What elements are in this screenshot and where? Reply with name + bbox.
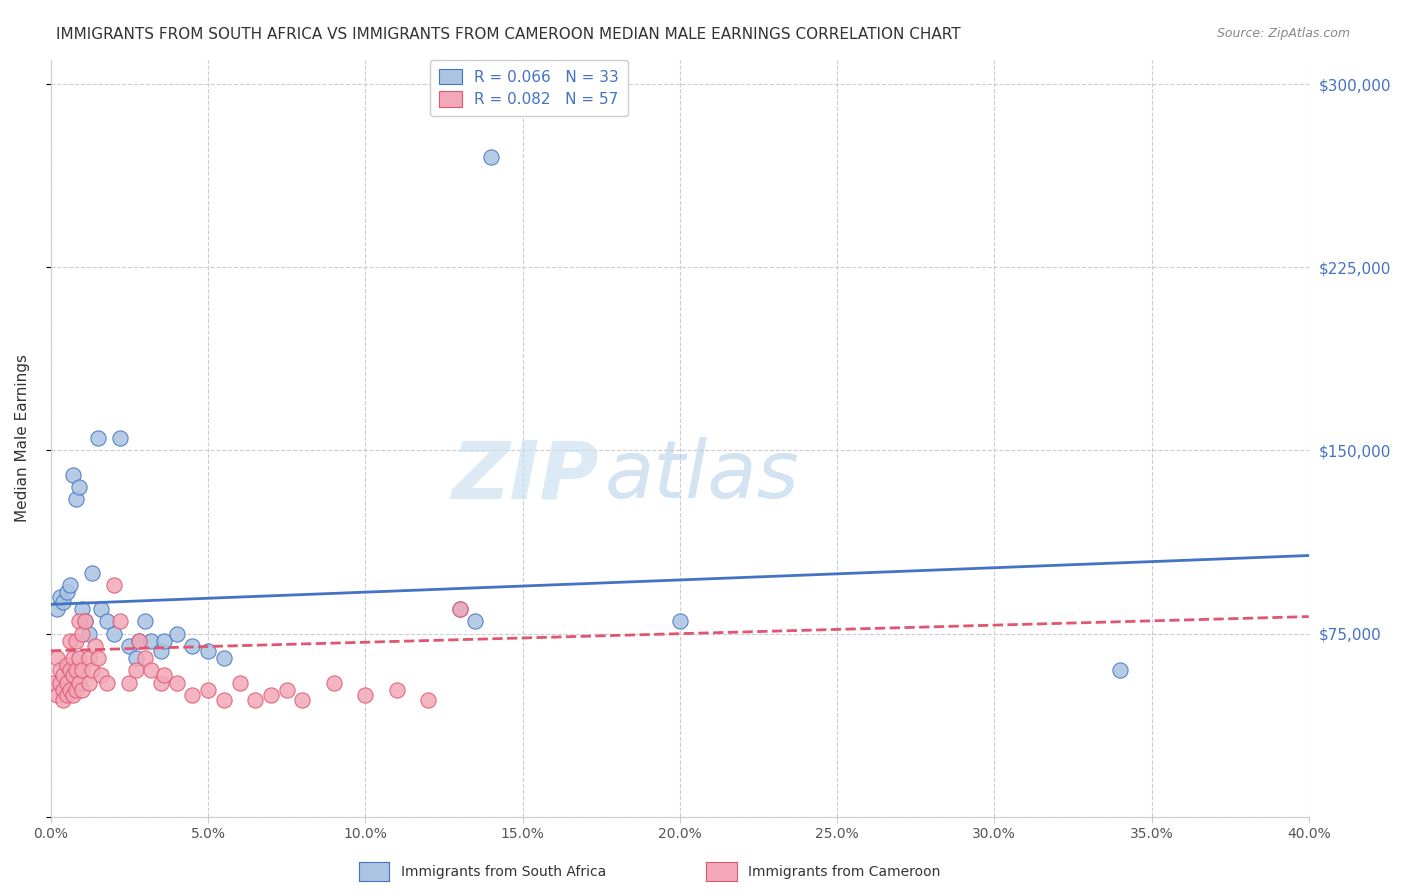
Point bbox=[108, 615, 131, 629]
Point bbox=[197, 682, 219, 697]
Point bbox=[65, 682, 87, 697]
Point bbox=[62, 467, 84, 482]
Point bbox=[55, 675, 77, 690]
Point bbox=[134, 651, 156, 665]
Point bbox=[197, 644, 219, 658]
Point bbox=[228, 675, 250, 690]
Point bbox=[96, 615, 118, 629]
Point bbox=[479, 150, 502, 164]
Point bbox=[149, 675, 172, 690]
Point bbox=[166, 675, 188, 690]
Point bbox=[125, 663, 148, 677]
Point bbox=[42, 675, 65, 690]
Point bbox=[52, 595, 75, 609]
Point bbox=[166, 626, 188, 640]
Point bbox=[59, 578, 82, 592]
Point bbox=[276, 682, 298, 697]
Point bbox=[62, 688, 84, 702]
Point bbox=[65, 492, 87, 507]
Point bbox=[62, 651, 84, 665]
Point bbox=[75, 615, 97, 629]
Legend: R = 0.066   N = 33, R = 0.082   N = 57: R = 0.066 N = 33, R = 0.082 N = 57 bbox=[430, 60, 628, 116]
Point bbox=[46, 688, 69, 702]
Point bbox=[49, 663, 72, 677]
Point bbox=[128, 634, 150, 648]
Point bbox=[1109, 663, 1132, 677]
Point bbox=[96, 675, 118, 690]
Point bbox=[59, 682, 82, 697]
Point bbox=[153, 634, 176, 648]
Point bbox=[52, 668, 75, 682]
Point bbox=[72, 626, 94, 640]
Point bbox=[464, 615, 486, 629]
Point bbox=[90, 668, 112, 682]
Point bbox=[153, 668, 176, 682]
Point bbox=[103, 626, 125, 640]
Point bbox=[80, 566, 103, 580]
Point bbox=[72, 602, 94, 616]
Point bbox=[118, 639, 141, 653]
Point bbox=[90, 602, 112, 616]
Point bbox=[291, 692, 314, 706]
Point bbox=[49, 675, 72, 690]
Point bbox=[118, 675, 141, 690]
Point bbox=[52, 682, 75, 697]
Point bbox=[449, 602, 471, 616]
Point bbox=[55, 585, 77, 599]
Point bbox=[149, 644, 172, 658]
Point bbox=[55, 658, 77, 673]
Text: IMMIGRANTS FROM SOUTH AFRICA VS IMMIGRANTS FROM CAMEROON MEDIAN MALE EARNINGS CO: IMMIGRANTS FROM SOUTH AFRICA VS IMMIGRAN… bbox=[56, 27, 960, 42]
Point bbox=[72, 663, 94, 677]
Point bbox=[103, 578, 125, 592]
Y-axis label: Median Male Earnings: Median Male Earnings bbox=[15, 354, 30, 522]
Point bbox=[49, 590, 72, 604]
Point bbox=[141, 663, 163, 677]
Point bbox=[55, 688, 77, 702]
Point bbox=[87, 651, 110, 665]
Point bbox=[108, 431, 131, 445]
Text: Immigrants from South Africa: Immigrants from South Africa bbox=[401, 865, 606, 880]
Point bbox=[62, 668, 84, 682]
Point bbox=[354, 688, 377, 702]
Point bbox=[67, 675, 90, 690]
Point bbox=[128, 634, 150, 648]
Point bbox=[181, 639, 204, 653]
Text: Source: ZipAtlas.com: Source: ZipAtlas.com bbox=[1216, 27, 1350, 40]
Point bbox=[125, 651, 148, 665]
Point bbox=[59, 634, 82, 648]
Point bbox=[322, 675, 344, 690]
Point bbox=[65, 634, 87, 648]
Point bbox=[59, 663, 82, 677]
Point bbox=[46, 651, 69, 665]
Point bbox=[67, 615, 90, 629]
Point bbox=[212, 651, 235, 665]
Point bbox=[65, 663, 87, 677]
Point bbox=[245, 692, 267, 706]
Point bbox=[80, 663, 103, 677]
Point bbox=[87, 431, 110, 445]
Point bbox=[385, 682, 408, 697]
Text: atlas: atlas bbox=[605, 437, 799, 515]
Point bbox=[212, 692, 235, 706]
Text: ZIP: ZIP bbox=[451, 437, 598, 515]
Point bbox=[181, 688, 204, 702]
Text: Immigrants from Cameroon: Immigrants from Cameroon bbox=[748, 865, 941, 880]
Point bbox=[260, 688, 283, 702]
Point bbox=[77, 651, 100, 665]
Point bbox=[77, 675, 100, 690]
Point bbox=[75, 615, 97, 629]
Point bbox=[449, 602, 471, 616]
Point bbox=[83, 639, 105, 653]
Point bbox=[418, 692, 440, 706]
Point bbox=[72, 682, 94, 697]
Point bbox=[141, 634, 163, 648]
Point bbox=[669, 615, 692, 629]
Point bbox=[52, 692, 75, 706]
Point bbox=[134, 615, 156, 629]
Point bbox=[46, 602, 69, 616]
Point bbox=[67, 480, 90, 494]
Point bbox=[67, 651, 90, 665]
Point bbox=[77, 626, 100, 640]
